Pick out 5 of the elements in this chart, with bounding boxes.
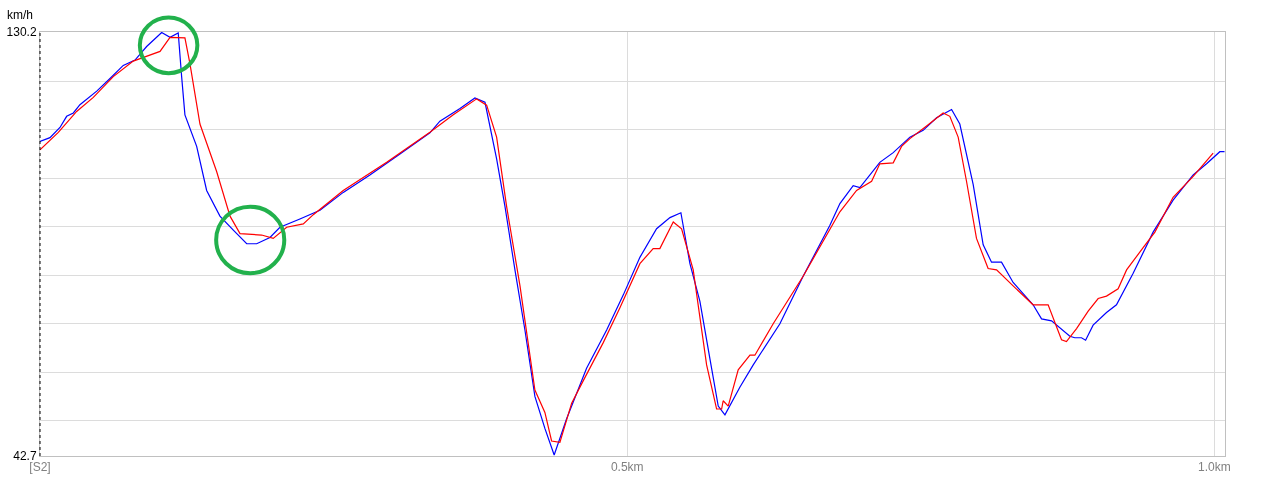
- y-tick-label: 130.2: [6, 25, 37, 40]
- y-axis-title: km/h: [7, 8, 34, 22]
- x-tick-label: 1.0km: [1198, 460, 1231, 475]
- x-tick-label: 0.5km: [610, 460, 644, 475]
- x-tick-label: [S2]: [29, 460, 51, 475]
